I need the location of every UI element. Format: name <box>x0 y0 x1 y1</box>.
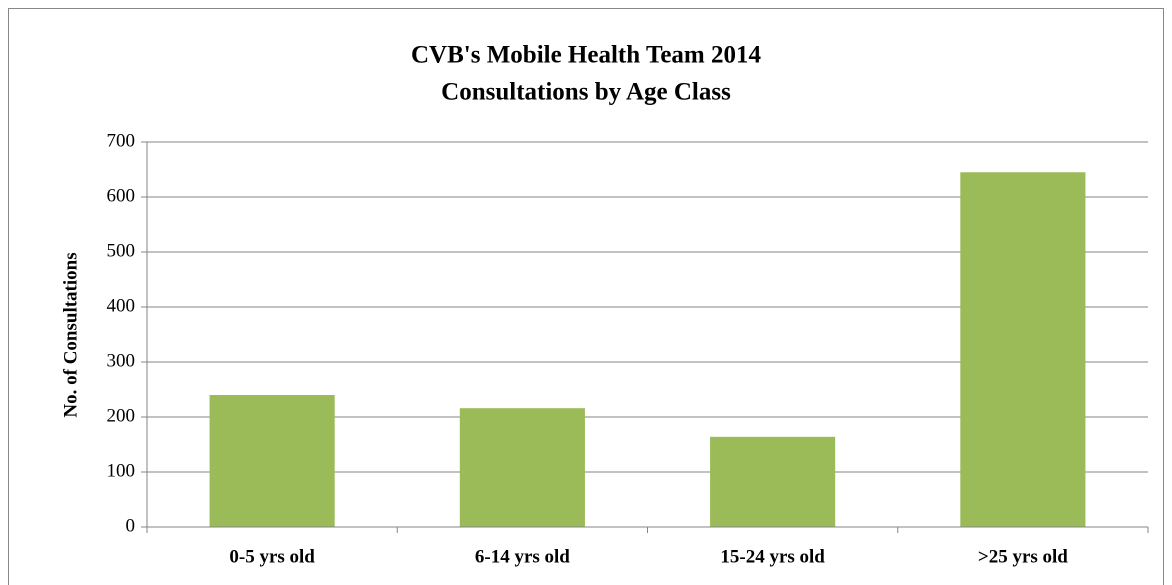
y-tick-label: 0 <box>126 515 136 536</box>
bar <box>960 172 1086 527</box>
y-axis-label: No. of Consultations <box>60 252 81 417</box>
bar <box>459 408 585 527</box>
x-tick-label: 6-14 yrs old <box>475 546 570 567</box>
chart-title: Consultations by Age Class <box>441 79 731 106</box>
y-tick-label: 700 <box>107 130 136 151</box>
x-tick-label: 0-5 yrs old <box>229 546 315 567</box>
x-tick-label: >25 yrs old <box>978 546 1068 567</box>
y-tick-label: 600 <box>107 185 136 206</box>
y-tick-label: 400 <box>107 295 136 316</box>
bar <box>710 436 836 527</box>
chart-title: CVB's Mobile Health Team 2014 <box>411 42 762 69</box>
y-tick-label: 100 <box>107 460 136 481</box>
bar <box>209 395 335 527</box>
y-tick-label: 200 <box>107 405 136 426</box>
x-tick-label: 15-24 yrs old <box>720 546 825 567</box>
y-tick-label: 300 <box>107 350 136 371</box>
y-tick-label: 500 <box>107 240 136 261</box>
